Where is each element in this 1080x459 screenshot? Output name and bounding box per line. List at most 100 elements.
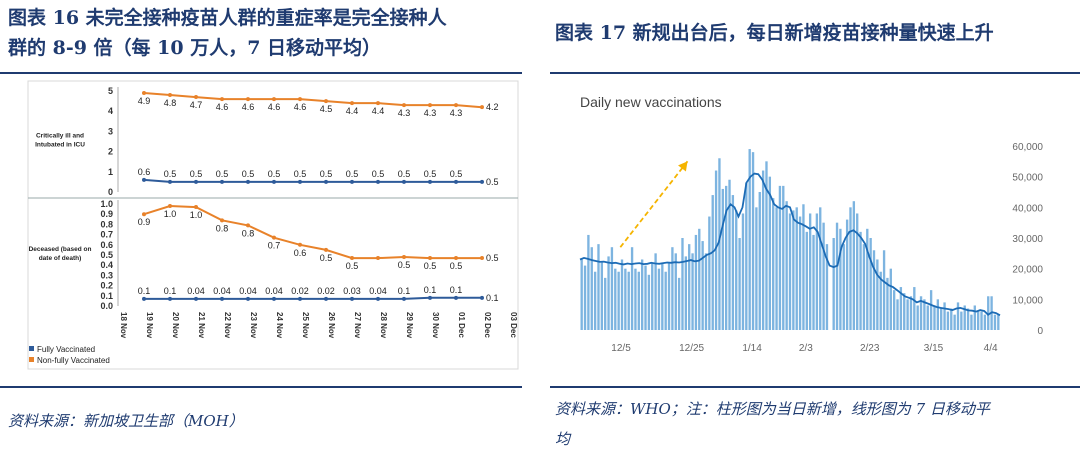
vaccination-bar xyxy=(896,299,899,330)
panel-ylabel: Deceased (based on xyxy=(29,246,92,253)
vaccination-bar xyxy=(822,222,825,330)
data-point xyxy=(480,256,484,261)
data-label: 4.3 xyxy=(398,108,411,118)
vaccination-bar xyxy=(963,305,966,330)
data-label: 4.4 xyxy=(346,106,359,116)
x-tick-label: 2/23 xyxy=(860,343,880,354)
data-point xyxy=(454,103,458,108)
vaccination-bar xyxy=(627,271,630,330)
y-tick-label: 5 xyxy=(108,86,113,96)
vaccination-bar xyxy=(640,259,644,330)
data-point xyxy=(324,247,328,252)
x-tick-label: 26 Nov xyxy=(327,312,336,339)
right-chart: Daily new vaccinations 0 10,000 20,000 30,00… xyxy=(579,94,1043,354)
x-tick-label: 30 Nov xyxy=(431,312,440,339)
data-point xyxy=(194,95,198,100)
vaccination-bar xyxy=(657,268,661,330)
y-tick-label: 0.5 xyxy=(100,250,113,260)
data-point xyxy=(220,218,224,223)
data-point xyxy=(480,179,484,184)
vaccination-bar xyxy=(832,238,835,330)
vaccination-bar xyxy=(677,277,681,330)
data-label: 0.04 xyxy=(187,286,205,296)
vaccination-bar xyxy=(879,271,882,330)
data-point xyxy=(272,97,276,102)
data-point xyxy=(428,103,432,108)
y-tick-label: 1.0 xyxy=(100,199,113,209)
y-tick-label: 2 xyxy=(108,147,113,157)
data-label: 0.1 xyxy=(424,285,437,295)
data-point xyxy=(246,296,250,301)
data-label: 0.5 xyxy=(424,261,437,271)
vaccination-bar xyxy=(758,192,761,330)
vaccination-bar xyxy=(916,305,919,330)
y-tick-label: 10,000 xyxy=(1012,295,1043,306)
data-point xyxy=(194,179,198,184)
vaccination-bar xyxy=(748,149,751,330)
data-point xyxy=(220,179,224,184)
x-tick-label: 23 Nov xyxy=(249,312,258,339)
vaccination-bar xyxy=(755,207,758,330)
vaccination-bar xyxy=(614,268,617,330)
vaccination-bar xyxy=(805,231,808,330)
data-point xyxy=(454,256,458,261)
chart-title: Daily new vaccinations xyxy=(580,94,722,110)
vaccination-bar xyxy=(886,277,889,330)
data-label: 4.6 xyxy=(268,102,281,112)
vaccination-bar xyxy=(842,244,845,330)
data-point xyxy=(298,179,302,184)
vaccination-bar xyxy=(630,247,634,330)
x-tick-label: 22 Nov xyxy=(223,312,232,339)
data-label: 4.6 xyxy=(216,102,229,112)
data-label: 0.5 xyxy=(190,169,203,179)
data-point xyxy=(168,93,172,98)
x-tick-label: 3/15 xyxy=(924,343,944,354)
x-tick-label: 29 Nov xyxy=(405,312,414,339)
data-label: 4.3 xyxy=(450,108,463,118)
moving-average-line xyxy=(579,172,1001,317)
vaccination-bar xyxy=(923,299,926,330)
data-label: 0.5 xyxy=(320,169,333,179)
y-tick-label: 0.1 xyxy=(100,291,113,301)
right-source-rule xyxy=(550,386,1080,388)
panel-ylabel: Critically ill and xyxy=(36,133,84,140)
data-point xyxy=(480,105,484,110)
data-label: 0.03 xyxy=(343,286,361,296)
data-point xyxy=(324,99,328,104)
vaccination-bar xyxy=(839,228,842,330)
vaccination-bar xyxy=(761,170,765,330)
data-point xyxy=(428,295,432,300)
vaccination-bar xyxy=(684,256,688,330)
data-point xyxy=(428,256,432,261)
vaccination-bar xyxy=(859,231,862,330)
data-label: 0.5 xyxy=(268,169,281,179)
vaccination-bar xyxy=(694,234,698,330)
data-point xyxy=(272,235,276,240)
vaccination-bar xyxy=(903,293,906,330)
x-tick-label: 01 Dec xyxy=(457,312,466,338)
data-point xyxy=(168,204,172,209)
data-label: 4.4 xyxy=(372,106,385,116)
x-tick-label: 03 Dec xyxy=(509,312,518,338)
x-tick-label: 4/4 xyxy=(984,343,998,354)
vaccination-bar xyxy=(708,216,711,330)
data-label: 4.2 xyxy=(486,102,499,112)
data-label: 4.6 xyxy=(242,102,255,112)
vaccination-bar xyxy=(735,210,738,330)
vaccination-bar xyxy=(583,265,587,330)
vaccination-bar xyxy=(698,228,701,330)
data-point xyxy=(376,296,380,301)
data-label: 0.5 xyxy=(320,253,333,263)
vaccination-bar xyxy=(866,228,869,330)
vaccination-bar xyxy=(691,253,694,330)
vaccination-bar xyxy=(607,256,610,330)
data-point xyxy=(220,97,224,102)
data-point xyxy=(454,295,458,300)
vaccination-bar xyxy=(688,244,691,330)
data-label: 0.8 xyxy=(216,223,229,233)
left-title-rule xyxy=(0,72,522,74)
data-point xyxy=(324,179,328,184)
data-point xyxy=(480,295,484,300)
left-chart: 0 1 2 3 4 5 Critically ill and Intubated in ICU… xyxy=(27,80,519,370)
data-label: 4.7 xyxy=(190,100,203,110)
